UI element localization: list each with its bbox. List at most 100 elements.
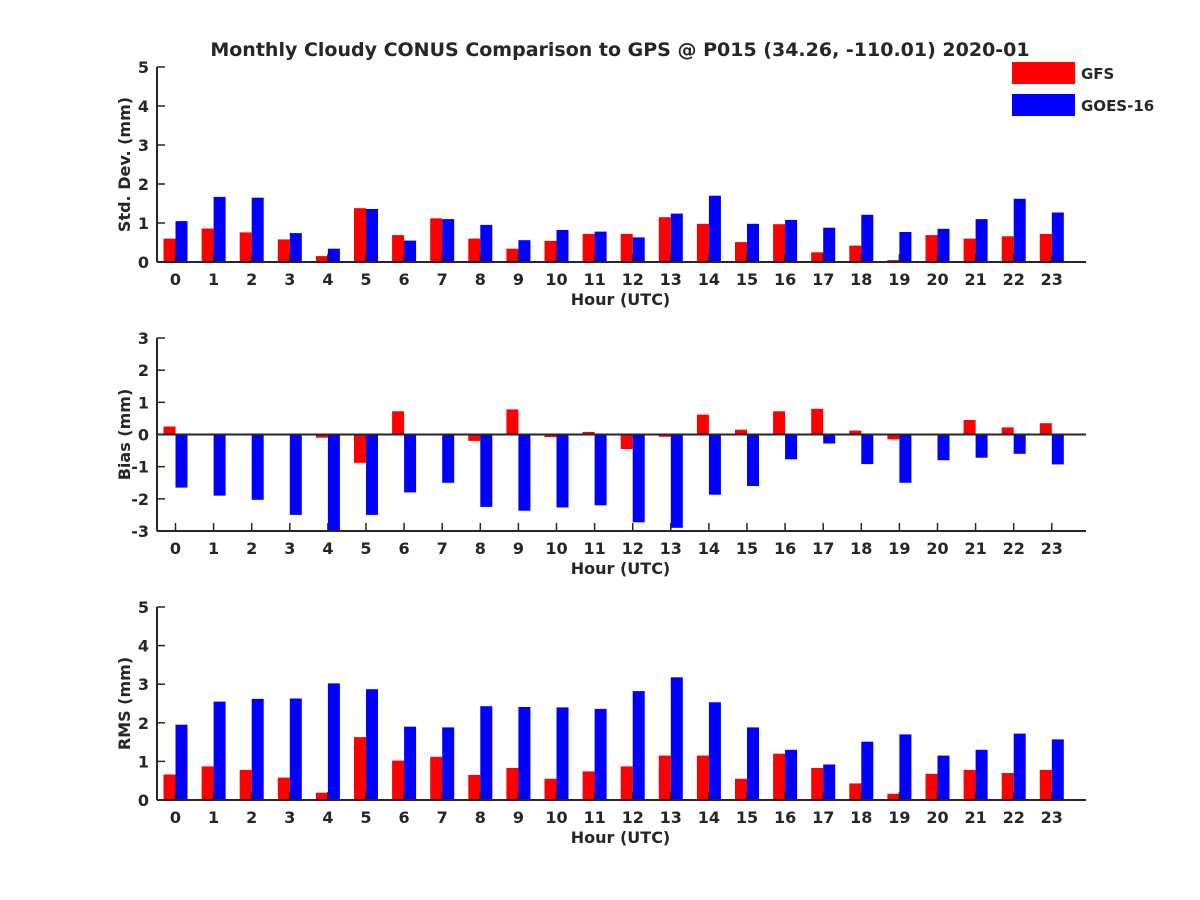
bar-gfs-hour-13	[658, 755, 671, 800]
bar-gfs-hour-16	[773, 753, 786, 800]
bar-goes-16-hour-7	[442, 727, 455, 800]
bar-gfs-hour-20	[925, 773, 938, 800]
x-tick-label: 18	[850, 539, 872, 558]
x-tick-label: 15	[736, 270, 758, 289]
bar-gfs-hour-17	[811, 768, 824, 800]
bar-goes-16-hour-22	[1013, 733, 1026, 800]
legend: GFS GOES-16	[1012, 62, 1154, 116]
x-tick-label: 13	[660, 270, 682, 289]
x-tick-label: 2	[246, 270, 257, 289]
x-tick-label: 1	[208, 808, 219, 827]
bar-gfs-hour-17	[811, 252, 824, 263]
bar-goes-16-hour-17	[823, 764, 836, 800]
bar-goes-16-hour-14	[708, 702, 721, 800]
bar-goes-16-hour-13	[670, 213, 683, 262]
x-tick-label: 23	[1041, 539, 1063, 558]
bar-goes-16-hour-19	[899, 434, 912, 483]
y-tick-label: 1	[138, 393, 149, 412]
y-tick-label: 3	[138, 675, 149, 694]
x-tick-label: 20	[926, 270, 948, 289]
bar-gfs-hour-12	[620, 766, 633, 800]
bar-goes-16-hour-9	[518, 707, 531, 800]
bar-gfs-hour-11	[582, 233, 595, 262]
bar-goes-16-hour-9	[518, 240, 531, 262]
y-tick-label: 2	[138, 361, 149, 380]
bar-gfs-hour-5	[354, 208, 366, 262]
x-tick-label: 17	[812, 808, 834, 827]
x-tick-label: 20	[926, 539, 948, 558]
x-tick-label: 6	[399, 808, 410, 827]
bar-gfs-hour-8	[468, 238, 481, 262]
x-tick-label: 3	[284, 539, 295, 558]
x-tick-label: 18	[850, 270, 872, 289]
y-tick-label: 4	[138, 637, 149, 656]
bar-gfs-hour-8	[468, 774, 481, 800]
bar-goes-16-hour-0	[175, 221, 188, 262]
bar-goes-16-hour-3	[289, 233, 302, 262]
bar-goes-16-hour-20	[937, 228, 950, 262]
bar-goes-16-hour-4	[327, 683, 340, 800]
bar-goes-16-hour-9	[518, 434, 531, 511]
bar-goes-16-hour-17	[823, 227, 836, 262]
bar-goes-16-hour-18	[861, 741, 874, 800]
bar-goes-16-hour-16	[785, 749, 798, 800]
y-tick-label: 3	[138, 329, 149, 348]
bar-gfs-hour-14	[696, 755, 709, 800]
bar-gfs-hour-22	[1001, 236, 1014, 262]
bar-gfs-hour-11	[582, 431, 595, 435]
bar-goes-16-hour-3	[289, 434, 302, 515]
bar-gfs-hour-16	[773, 224, 786, 262]
bar-gfs-hour-21	[963, 238, 976, 262]
x-tick-label: 5	[360, 539, 371, 558]
x-tick-label: 15	[736, 808, 758, 827]
bar-goes-16-hour-5	[366, 434, 378, 515]
x-tick-label: 5	[360, 270, 371, 289]
x-tick-label: 10	[545, 539, 567, 558]
bar-goes-16-hour-20	[937, 434, 950, 461]
bar-goes-16-hour-0	[175, 724, 188, 800]
bar-goes-16-hour-13	[670, 677, 683, 800]
x-tick-label: 13	[660, 539, 682, 558]
x-tick-label: 12	[622, 539, 644, 558]
x-tick-label: 19	[888, 808, 910, 827]
bar-gfs-hour-1	[201, 766, 214, 800]
x-tick-label: 14	[698, 270, 720, 289]
bar-gfs-hour-0	[163, 238, 176, 262]
x-tick-label: 23	[1041, 808, 1063, 827]
y-tick-label: -3	[131, 522, 149, 541]
bar-gfs-hour-6	[392, 760, 405, 800]
x-tick-label: 16	[774, 539, 796, 558]
x-tick-label: 9	[513, 270, 524, 289]
x-axis-label: Hour (UTC)	[571, 559, 671, 578]
bar-goes-16-hour-8	[480, 224, 493, 262]
bar-goes-16-hour-12	[632, 691, 645, 800]
bar-goes-16-hour-15	[747, 434, 759, 486]
bar-goes-16-hour-1	[213, 701, 226, 800]
bar-goes-16-hour-18	[861, 434, 874, 465]
bar-goes-16-hour-22	[1013, 434, 1026, 454]
x-tick-label: 16	[774, 270, 796, 289]
x-tick-label: 14	[698, 539, 720, 558]
bar-gfs-hour-11	[582, 771, 595, 800]
x-tick-label: 21	[964, 270, 986, 289]
y-tick-label: 1	[138, 214, 149, 233]
legend-label-goes-16: GOES-16	[1081, 97, 1154, 115]
x-tick-label: 22	[1003, 539, 1025, 558]
bar-gfs-hour-4	[315, 792, 328, 800]
y-tick-label: 0	[138, 253, 149, 272]
y-axis-label: RMS (mm)	[115, 657, 134, 750]
bar-goes-16-hour-10	[556, 707, 569, 800]
x-tick-label: 2	[246, 539, 257, 558]
x-tick-label: 9	[513, 539, 524, 558]
bar-goes-16-hour-16	[785, 219, 798, 262]
x-tick-label: 2	[246, 808, 257, 827]
bar-gfs-hour-3	[277, 239, 290, 262]
bar-gfs-hour-6	[392, 411, 405, 435]
x-axis-label: Hour (UTC)	[571, 290, 671, 309]
bar-goes-16-hour-7	[442, 434, 455, 483]
bar-goes-16-hour-2	[251, 197, 264, 262]
bar-gfs-hour-5	[354, 737, 366, 800]
x-tick-label: 14	[698, 808, 720, 827]
